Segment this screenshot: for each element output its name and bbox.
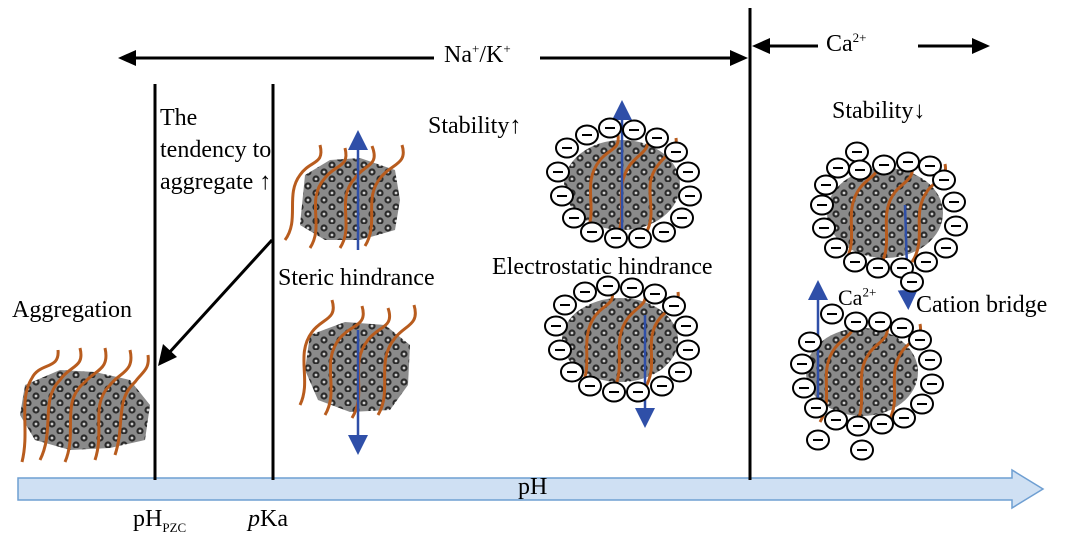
cation-bridge-particle-bottom (790, 280, 944, 461)
ca-label: Ca2+ (826, 30, 867, 57)
ca-range-arrow (752, 38, 990, 54)
ph-axis-label: pH (518, 474, 548, 500)
aggregation-particle (20, 347, 150, 463)
tendency-label: The tendency to aggregate ↑ (160, 105, 272, 195)
electrostatic-particle-top (546, 100, 702, 249)
aggregation-label: Aggregation (12, 297, 132, 323)
steric-particle-top (283, 130, 405, 250)
na-k-label: Na+/K+ (444, 41, 511, 68)
cation-bridge-particle-top (810, 141, 968, 310)
electrostatic-particle-bottom (544, 275, 700, 428)
electrostatic-label: Electrostatic hindrance (492, 254, 713, 280)
aggregate-tendency-arrow (158, 238, 274, 366)
steric-label: Steric hindrance (278, 265, 435, 291)
phpzc-label: pHPZC (133, 506, 187, 535)
steric-particle-bottom (298, 299, 417, 455)
cation-bridge-label: Cation bridge (916, 292, 1048, 318)
stability-up-label: Stability↑ (428, 113, 522, 139)
na-k-range-arrow (118, 50, 748, 66)
pka-label: pKa (248, 506, 288, 532)
stability-down-label: Stability↓ (832, 98, 926, 124)
ca-ion-label: Ca2+ (838, 284, 877, 310)
